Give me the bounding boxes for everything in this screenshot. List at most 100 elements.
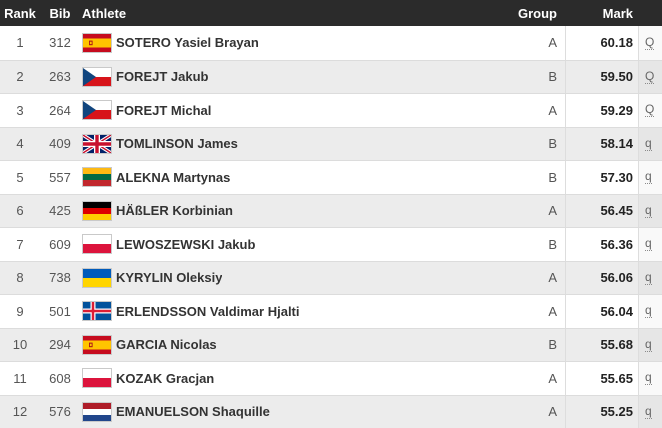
- table-row: 8 738 KYRYLIN Oleksiy A 56.06 q: [0, 260, 662, 294]
- qualification-badge[interactable]: q: [645, 269, 652, 285]
- athlete-cell: ALEKNA Martynas: [80, 167, 505, 188]
- group-cell: A: [548, 102, 557, 118]
- mark-cell: 56.36: [600, 236, 633, 252]
- mark-cell: 60.18: [600, 35, 633, 51]
- table-row: 1 312 SOTERO Yasiel Brayan A 60.18 Q: [0, 26, 662, 60]
- flag-esp-icon: [82, 32, 112, 53]
- qualification-badge[interactable]: q: [645, 336, 652, 352]
- rank-cell: 1: [16, 35, 24, 51]
- bib-cell: 738: [49, 270, 71, 286]
- bib-cell: 263: [49, 69, 71, 85]
- bib-cell: 609: [49, 236, 71, 252]
- rank-cell: 9: [16, 303, 24, 319]
- flag-pol-icon: [82, 368, 112, 389]
- athlete-name: ALEKNA Martynas: [116, 169, 231, 185]
- rank-cell: 10: [12, 337, 28, 353]
- bib-cell: 608: [49, 370, 71, 386]
- qualification-badge[interactable]: Q: [645, 68, 655, 84]
- group-cell: A: [548, 270, 557, 286]
- qualification-badge[interactable]: q: [645, 236, 652, 252]
- table-row: 3 264 FOREJT Michal A 59.29 Q: [0, 93, 662, 127]
- athlete-name: TOMLINSON James: [116, 136, 238, 152]
- athlete-cell: ERLENDSSON Valdimar Hjalti: [80, 301, 505, 322]
- qualification-badge[interactable]: Q: [645, 102, 655, 118]
- table-header: Rank Bib Athlete Group Mark: [0, 0, 662, 26]
- group-cell: B: [548, 69, 557, 85]
- qualification-badge[interactable]: q: [645, 403, 652, 419]
- athlete-name: KOZAK Gracjan: [116, 370, 215, 386]
- flag-isl-icon: [82, 301, 112, 322]
- bib-cell: 312: [49, 35, 71, 51]
- flag-cze-icon: [82, 66, 112, 87]
- group-cell: B: [548, 169, 557, 185]
- table-body: 1 312 SOTERO Yasiel Brayan A 60.18 Q 2 2…: [0, 26, 662, 428]
- flag-gbr-icon: [82, 133, 112, 154]
- group-cell: A: [548, 404, 557, 420]
- flag-ukr-icon: [82, 267, 112, 288]
- qualification-badge[interactable]: q: [645, 135, 652, 151]
- qualification-badge[interactable]: q: [645, 370, 652, 386]
- rank-cell: 11: [13, 370, 27, 386]
- mark-cell: 55.25: [600, 404, 633, 420]
- athlete-cell: FOREJT Jakub: [80, 66, 505, 87]
- flag-cze-icon: [82, 100, 112, 121]
- column-header-mark: Mark: [602, 5, 633, 21]
- table-row: 9 501 ERLENDSSON Valdimar Hjalti A 56.04…: [0, 294, 662, 328]
- athlete-name: SOTERO Yasiel Brayan: [116, 35, 259, 51]
- bib-cell: 425: [49, 203, 71, 219]
- athlete-name: ERLENDSSON Valdimar Hjalti: [116, 303, 300, 319]
- athlete-name: FOREJT Michal: [116, 102, 212, 118]
- table-row: 12 576 EMANUELSON Shaquille A 55.25 q: [0, 394, 662, 428]
- table-row: 4 409 TOMLINSON James B 58.14 q: [0, 126, 662, 160]
- group-cell: A: [548, 35, 557, 51]
- group-cell: A: [548, 370, 557, 386]
- bib-cell: 264: [49, 102, 71, 118]
- qualification-badge[interactable]: q: [645, 169, 652, 185]
- athlete-cell: SOTERO Yasiel Brayan: [80, 32, 505, 53]
- bib-cell: 557: [49, 169, 71, 185]
- mark-cell: 55.65: [600, 370, 633, 386]
- flag-ltu-icon: [82, 167, 112, 188]
- column-header-athlete: Athlete: [82, 5, 127, 21]
- group-cell: B: [548, 136, 557, 152]
- athlete-name: LEWOSZEWSKI Jakub: [116, 236, 256, 252]
- table-row: 10 294 GARCIA Nicolas B 55.68 q: [0, 327, 662, 361]
- bib-cell: 409: [49, 136, 71, 152]
- athlete-cell: LEWOSZEWSKI Jakub: [80, 234, 505, 255]
- bib-cell: 501: [49, 303, 71, 319]
- athlete-cell: GARCIA Nicolas: [80, 334, 505, 355]
- rank-cell: 4: [16, 136, 24, 152]
- qualification-badge[interactable]: Q: [645, 34, 655, 50]
- qualification-badge[interactable]: q: [645, 303, 652, 319]
- table-row: 2 263 FOREJT Jakub B 59.50 Q: [0, 59, 662, 93]
- column-header-bib: Bib: [49, 5, 71, 21]
- mark-cell: 58.14: [600, 136, 633, 152]
- bib-cell: 294: [49, 337, 71, 353]
- qualification-badge[interactable]: q: [645, 202, 652, 218]
- athlete-name: KYRYLIN Oleksiy: [116, 270, 223, 286]
- athlete-name: EMANUELSON Shaquille: [116, 404, 270, 420]
- column-header-rank: Rank: [4, 5, 36, 21]
- athlete-cell: KYRYLIN Oleksiy: [80, 267, 505, 288]
- table-row: 11 608 KOZAK Gracjan A 55.65 q: [0, 361, 662, 395]
- rank-cell: 2: [16, 69, 24, 85]
- mark-cell: 59.50: [600, 69, 633, 85]
- flag-pol-icon: [82, 234, 112, 255]
- group-cell: B: [548, 236, 557, 252]
- athlete-cell: FOREJT Michal: [80, 100, 505, 121]
- flag-ned-icon: [82, 401, 112, 422]
- mark-cell: 56.06: [600, 270, 633, 286]
- group-cell: B: [548, 337, 557, 353]
- group-cell: A: [548, 203, 557, 219]
- rank-cell: 7: [16, 236, 24, 252]
- table-row: 6 425 HÄßLER Korbinian A 56.45 q: [0, 193, 662, 227]
- athlete-cell: KOZAK Gracjan: [80, 368, 505, 389]
- rank-cell: 5: [16, 169, 24, 185]
- bib-cell: 576: [49, 404, 71, 420]
- mark-cell: 56.45: [600, 203, 633, 219]
- table-row: 7 609 LEWOSZEWSKI Jakub B 56.36 q: [0, 227, 662, 261]
- athlete-cell: HÄßLER Korbinian: [80, 200, 505, 221]
- mark-cell: 55.68: [600, 337, 633, 353]
- flag-ger-icon: [82, 200, 112, 221]
